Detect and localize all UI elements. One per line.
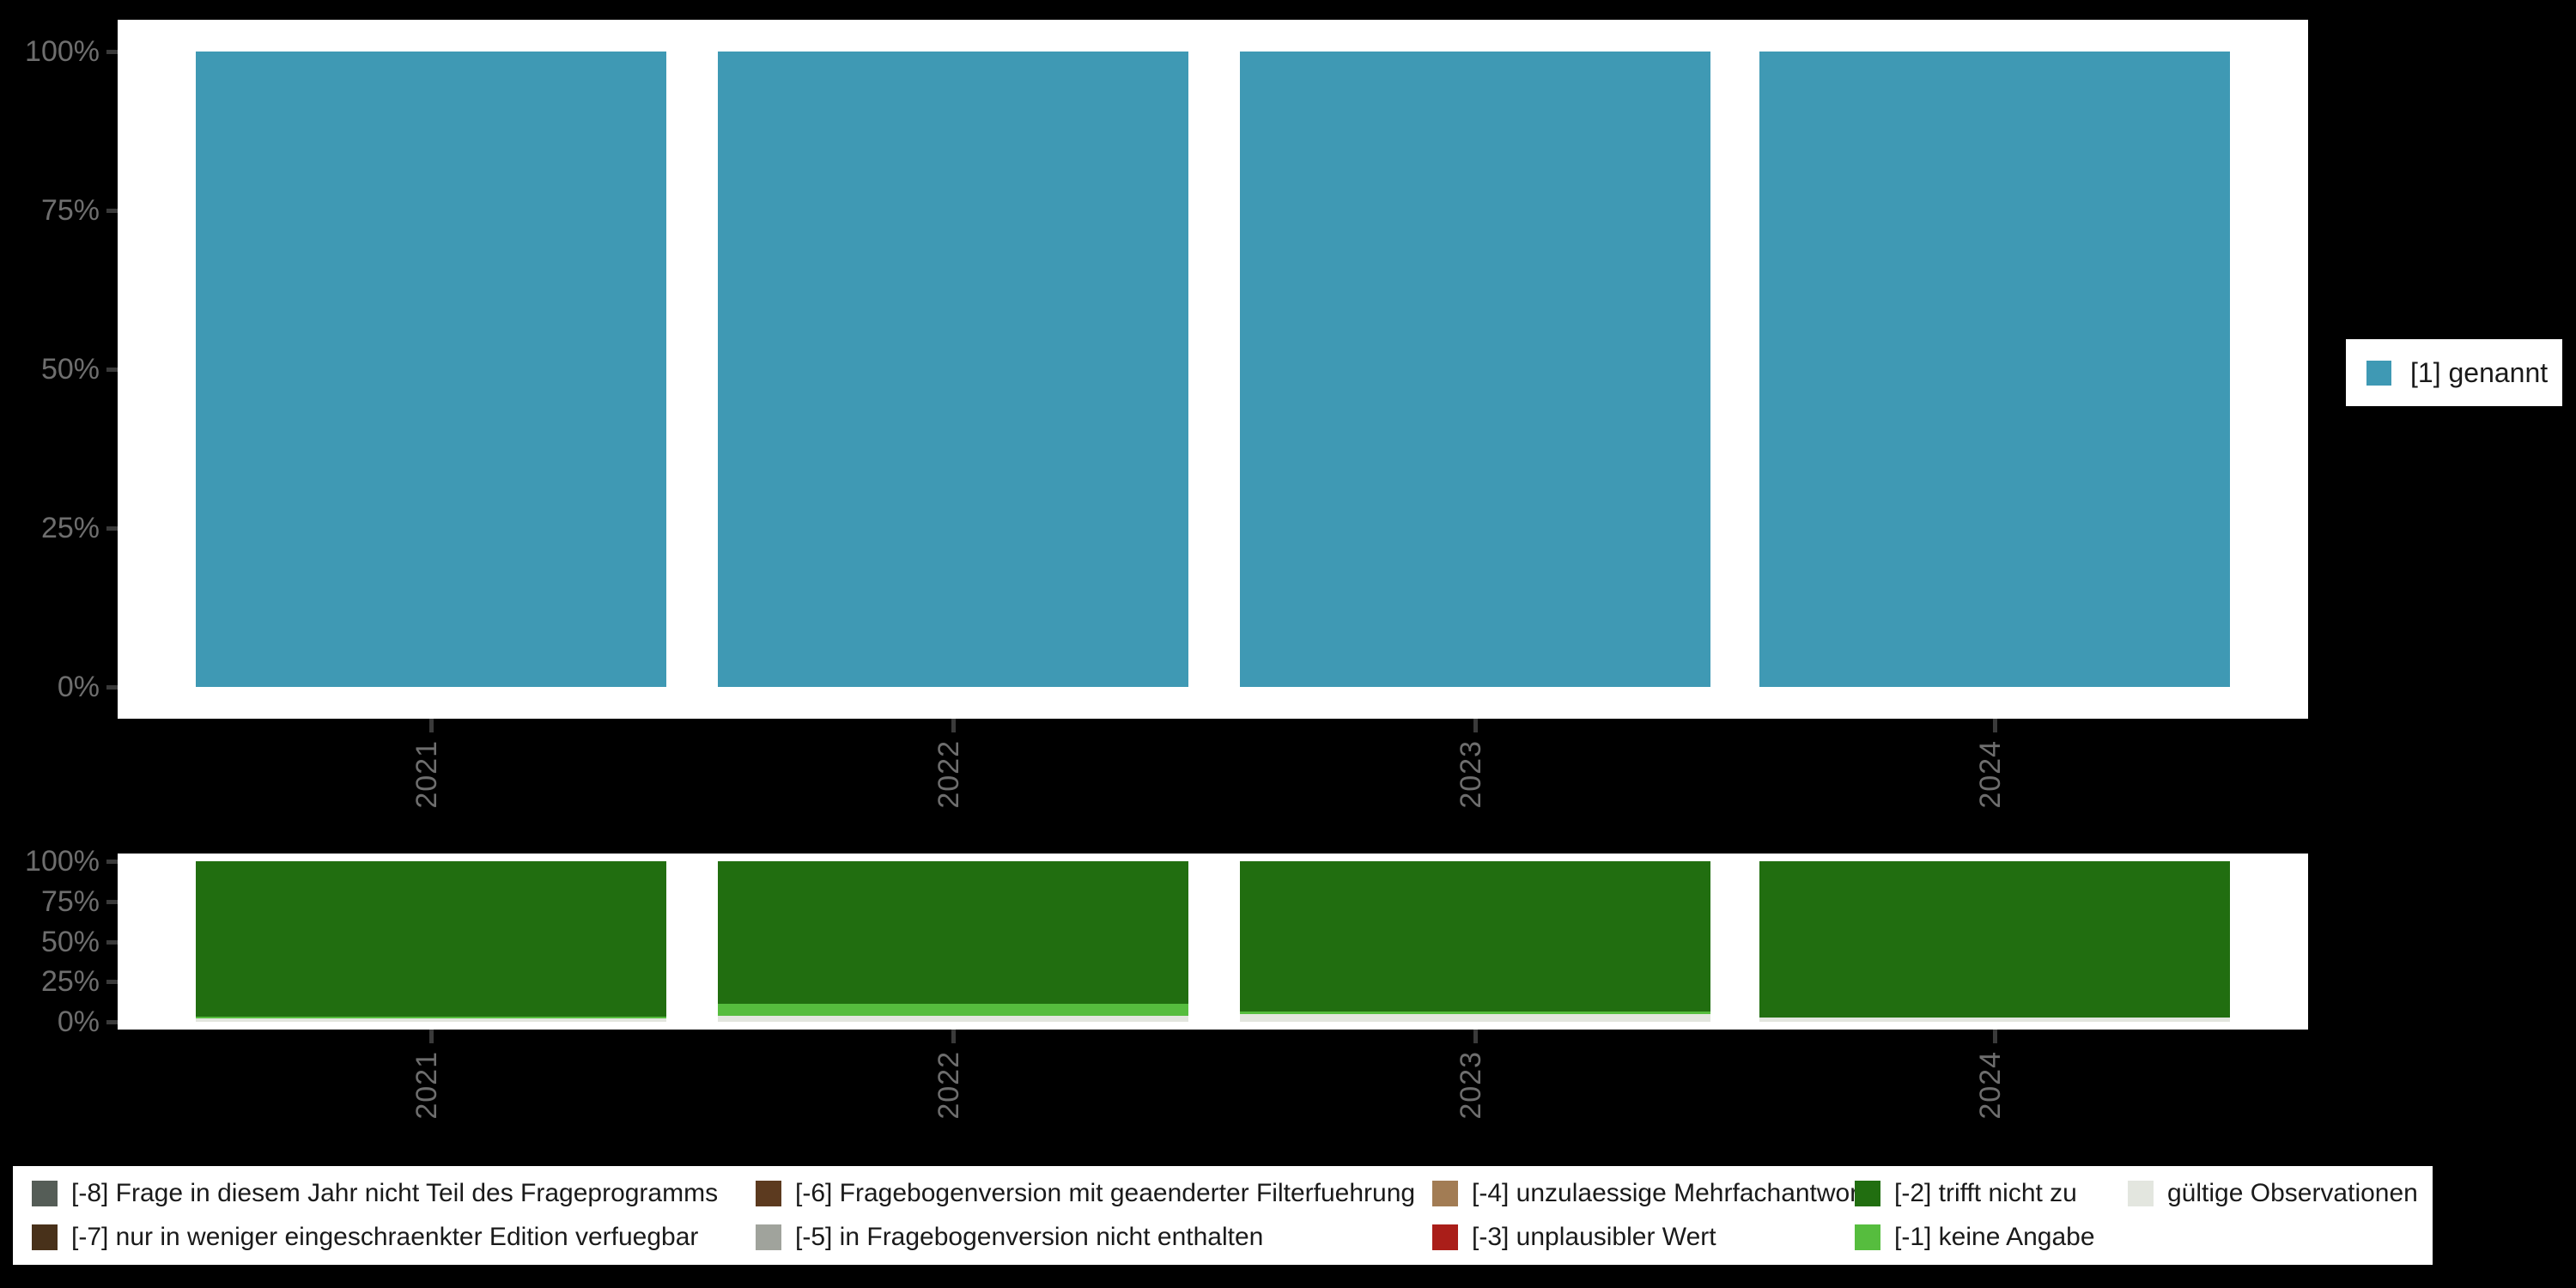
- legend-label-genannt: [1] genannt: [2410, 356, 2549, 388]
- legend-item: [-1] keine Angabe: [1855, 1223, 2128, 1252]
- y-tick-label: 75%: [40, 884, 100, 918]
- bar-segment: [1240, 861, 1710, 1012]
- legend-item-label: [-7] nur in weniger eingeschraenkter Edi…: [71, 1223, 699, 1252]
- bar-segment: [718, 52, 1188, 687]
- x-tick-label-2021: 2021: [410, 740, 443, 809]
- y-tick-label: 0%: [57, 671, 100, 703]
- x-tick-mark: [1473, 1030, 1478, 1043]
- legend-swatch-genannt: [2366, 360, 2391, 386]
- y-tick-mark: [106, 50, 118, 54]
- legend-swatch: [2128, 1180, 2154, 1206]
- x-tick-mark: [1993, 719, 1997, 732]
- x-tick-mark: [951, 1030, 956, 1043]
- legend-swatch: [1432, 1180, 1458, 1206]
- y-tick-mark: [106, 368, 118, 372]
- legend-item: [-8] Frage in diesem Jahr nicht Teil des…: [32, 1179, 756, 1208]
- legend-swatch: [756, 1224, 781, 1251]
- y-tick-label: 100%: [25, 845, 100, 878]
- legend-swatch: [1855, 1180, 1880, 1206]
- legend-swatch: [32, 1180, 58, 1206]
- y-tick-label: 25%: [40, 512, 100, 544]
- x-tick-mark: [1993, 1030, 1997, 1043]
- y-tick-mark: [106, 526, 118, 531]
- top-chart-legend: [1] genannt: [2346, 339, 2562, 406]
- bar-segment: [196, 1018, 666, 1022]
- x-tick-label-2023: 2023: [1455, 1051, 1487, 1120]
- x-tick-mark: [429, 719, 434, 732]
- x-tick-mark: [951, 719, 956, 732]
- bar-segment: [718, 861, 1188, 1005]
- bar-segment: [196, 1017, 666, 1019]
- legend-item-label: [-4] unzulaessige Mehrfachantwort: [1472, 1178, 1866, 1207]
- legend-item-label: [-8] Frage in diesem Jahr nicht Teil des…: [71, 1178, 719, 1207]
- x-tick-mark: [1473, 719, 1478, 732]
- x-tick-label-2021: 2021: [410, 1051, 443, 1120]
- bar-segment: [1759, 52, 2230, 687]
- x-tick-label-2023: 2023: [1455, 740, 1487, 809]
- y-tick-label: 50%: [40, 353, 100, 386]
- legend-item-label: [-2] trifft nicht zu: [1894, 1178, 2077, 1207]
- y-tick-mark: [106, 860, 118, 864]
- legend-item: [-2] trifft nicht zu: [1855, 1179, 2128, 1208]
- y-tick-mark: [106, 209, 118, 213]
- bar-segment: [196, 52, 666, 687]
- legend-swatch: [756, 1180, 781, 1206]
- legend-item: [-7] nur in weniger eingeschraenkter Edi…: [32, 1223, 756, 1252]
- legend-swatch: [1855, 1224, 1880, 1251]
- y-tick-label: 0%: [57, 1005, 100, 1038]
- legend-item-label: [-1] keine Angabe: [1894, 1223, 2095, 1252]
- y-tick-mark: [106, 685, 118, 690]
- legend-item: [-4] unzulaessige Mehrfachantwort: [1432, 1179, 1866, 1208]
- legend-item-label: [-6] Fragebogenversion mit geaenderter F…: [795, 1178, 1416, 1207]
- bar-segment: [1240, 52, 1710, 687]
- y-tick-label: 100%: [25, 35, 100, 68]
- y-tick-mark: [106, 939, 118, 945]
- legend-item: [-6] Fragebogenversion mit geaenderter F…: [756, 1179, 1432, 1208]
- bar-segment: [718, 1004, 1188, 1016]
- y-tick-mark: [106, 899, 118, 904]
- x-tick-label-2024: 2024: [1974, 1051, 2007, 1120]
- bar-segment: [1759, 1018, 2230, 1022]
- y-tick-label: 25%: [40, 965, 100, 999]
- bottom-chart-panel: [118, 854, 2308, 1030]
- bar-segment: [718, 1015, 1188, 1022]
- legend-item-label: [-5] in Fragebogenversion nicht enthalte…: [795, 1223, 1264, 1252]
- y-tick-label: 75%: [40, 194, 100, 227]
- legend-item-label: gültige Observationen: [2167, 1178, 2418, 1207]
- x-tick-label-2024: 2024: [1974, 740, 2007, 809]
- bar-segment: [1759, 861, 2230, 1018]
- legend-item: [-5] in Fragebogenversion nicht enthalte…: [756, 1223, 1432, 1252]
- legend-swatch: [32, 1224, 58, 1251]
- y-tick-mark: [106, 980, 118, 985]
- bar-segment: [196, 861, 666, 1018]
- y-tick-mark: [106, 1020, 118, 1024]
- top-chart-panel: [118, 20, 2308, 719]
- bottom-legend: [-8] Frage in diesem Jahr nicht Teil des…: [13, 1166, 2433, 1265]
- legend-item: gültige Observationen: [2128, 1179, 2433, 1208]
- x-tick-label-2022: 2022: [933, 740, 965, 809]
- y-tick-label: 50%: [40, 925, 100, 958]
- x-tick-mark: [429, 1030, 434, 1043]
- x-tick-label-2022: 2022: [933, 1051, 965, 1120]
- legend-item: [-3] unplausibler Wert: [1432, 1223, 1855, 1252]
- legend-swatch: [1432, 1224, 1458, 1251]
- bar-segment: [1240, 1011, 1710, 1014]
- legend-item-label: [-3] unplausibler Wert: [1472, 1223, 1716, 1252]
- bar-segment: [1240, 1013, 1710, 1022]
